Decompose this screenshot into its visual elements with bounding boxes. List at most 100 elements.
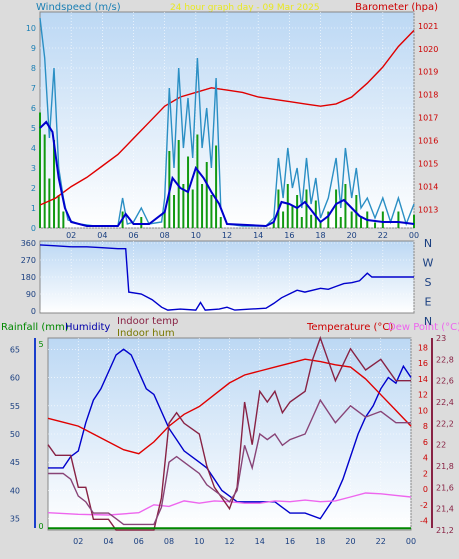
temp-tick--2: -2 <box>420 501 428 510</box>
humidity-tick-45: 45 <box>10 458 20 467</box>
panel1-x-tick-12: 12 <box>222 231 232 240</box>
barometer-tick-1016: 1016 <box>418 137 438 146</box>
rainfall-legend: Rainfall (mm) <box>1 322 69 333</box>
rain-tick-0: 0 <box>38 522 43 531</box>
windspeed-tick-5: 5 <box>31 124 36 133</box>
indoor-temp-legend: Indoor temp <box>117 316 178 327</box>
barometer-tick-1020: 1020 <box>418 45 438 54</box>
barometer-tick-1013: 1013 <box>418 206 438 215</box>
panel3-x-tick-02: 02 <box>73 537 83 546</box>
temp-tick-0: 0 <box>423 485 428 494</box>
panel3-x-tick-16: 16 <box>285 537 295 546</box>
windspeed-tick-9: 9 <box>31 44 36 53</box>
temp-tick-10: 10 <box>418 406 428 415</box>
indoor-temp-tick-21,2: 21,2 <box>436 526 454 535</box>
humidity-tick-55: 55 <box>10 402 20 411</box>
barometer-tick-1017: 1017 <box>418 114 438 123</box>
windspeed-tick-8: 8 <box>31 64 36 73</box>
panel1-x-tick-14: 14 <box>253 231 263 240</box>
windspeed-tick-6: 6 <box>31 104 36 113</box>
windspeed-tick-10: 10 <box>26 24 36 33</box>
humidity-tick-50: 50 <box>10 430 20 439</box>
barometer-tick-1014: 1014 <box>418 183 438 192</box>
series-indoor-hum <box>48 398 411 526</box>
panel3-x-tick-14: 14 <box>255 537 265 546</box>
compass-tick-2-S: S <box>425 276 432 289</box>
dewpoint-legend: Dew Point (°C) <box>388 322 459 333</box>
barometer-tick-1018: 1018 <box>418 91 438 100</box>
series-wind-direction <box>39 244 414 311</box>
indoor-temp-tick-22,2: 22,2 <box>436 419 454 428</box>
direction-tick-270: 270 <box>21 256 36 265</box>
windspeed-tick-7: 7 <box>31 84 36 93</box>
temp-tick-8: 8 <box>423 422 428 431</box>
panel1-x-tick-00: 00 <box>409 231 419 240</box>
compass-tick-0-N: N <box>424 237 432 250</box>
barometer-legend: Barometer (hpa) <box>355 2 438 13</box>
indoor-temp-tick-21,6: 21,6 <box>436 483 454 492</box>
compass-tick-3-E: E <box>425 296 432 309</box>
barometer-tick-1015: 1015 <box>418 160 438 169</box>
panel3-x-tick-20: 20 <box>345 537 355 546</box>
panel3-x-tick-18: 18 <box>315 537 325 546</box>
panel1-x-tick-02: 02 <box>66 231 76 240</box>
rain-tick-5: 5 <box>38 340 43 349</box>
direction-tick-180: 180 <box>21 273 36 282</box>
indoor-temp-tick-22: 22 <box>436 441 446 450</box>
panel3-x-tick-06: 06 <box>134 537 144 546</box>
panel1-x-tick-08: 08 <box>160 231 170 240</box>
series-humidity <box>48 348 412 520</box>
panel1-x-tick-18: 18 <box>315 231 325 240</box>
temp-tick-18: 18 <box>418 343 428 352</box>
indoor-temp-tick-22,6: 22,6 <box>436 377 454 386</box>
series-wind-avg <box>39 120 415 228</box>
indoor-temp-tick-23: 23 <box>436 334 446 343</box>
chart-layer: 0123456789101013101410151016101710181019… <box>10 11 454 546</box>
indoor-temp-tick-21,8: 21,8 <box>436 462 454 471</box>
direction-tick-0: 0 <box>31 307 36 316</box>
temp-tick-12: 12 <box>418 391 428 400</box>
panel1-x-tick-06: 06 <box>128 231 138 240</box>
series-dew-point <box>47 492 412 516</box>
windspeed-legend: Windspeed (m/s) <box>36 2 121 13</box>
panel3-x-tick-12: 12 <box>224 537 234 546</box>
temp-tick--4: -4 <box>420 517 428 526</box>
temp-tick-14: 14 <box>418 375 428 384</box>
chart-title: 24 hour graph day - 09 Mar 2025 <box>170 3 320 13</box>
temp-tick-16: 16 <box>418 359 428 368</box>
indoor-temp-tick-22,4: 22,4 <box>436 398 454 407</box>
temperature-legend: Temperature (°C) <box>306 322 393 333</box>
windspeed-tick-1: 1 <box>31 204 36 213</box>
panel3-x-tick-04: 04 <box>103 537 113 546</box>
indoor-temp-tick-22,8: 22,8 <box>436 355 454 364</box>
temp-tick-2: 2 <box>423 469 428 478</box>
compass-tick-1-W: W <box>423 257 434 270</box>
humidity-tick-40: 40 <box>10 486 20 495</box>
panel1-x-tick-22: 22 <box>378 231 388 240</box>
temp-tick-6: 6 <box>423 438 428 447</box>
windspeed-tick-4: 4 <box>31 144 36 153</box>
compass-tick-4-N: N <box>424 315 432 328</box>
humidity-legend: Humidity <box>65 322 110 333</box>
panel1-x-tick-10: 10 <box>191 231 201 240</box>
humidity-tick-35: 35 <box>10 515 20 524</box>
panel3-x-tick-10: 10 <box>194 537 204 546</box>
series-temperature <box>47 358 412 455</box>
direction-tick-90: 90 <box>26 290 36 299</box>
humidity-tick-60: 60 <box>10 374 20 383</box>
barometer-tick-1019: 1019 <box>418 68 438 77</box>
panel1-x-tick-16: 16 <box>284 231 294 240</box>
series-barometer <box>39 29 415 206</box>
panel3-x-tick-22: 22 <box>376 537 386 546</box>
panel1-x-tick-04: 04 <box>97 231 107 240</box>
panel3-x-tick-08: 08 <box>164 537 174 546</box>
windspeed-tick-3: 3 <box>31 164 36 173</box>
windspeed-tick-0: 0 <box>31 224 36 233</box>
indoor-temp-tick-21,4: 21,4 <box>436 505 454 514</box>
indoor-hum-legend: Indoor hum <box>117 328 175 339</box>
direction-tick-360: 360 <box>21 239 36 248</box>
panel3-x-tick-00: 00 <box>406 537 416 546</box>
barometer-tick-1021: 1021 <box>418 22 438 31</box>
